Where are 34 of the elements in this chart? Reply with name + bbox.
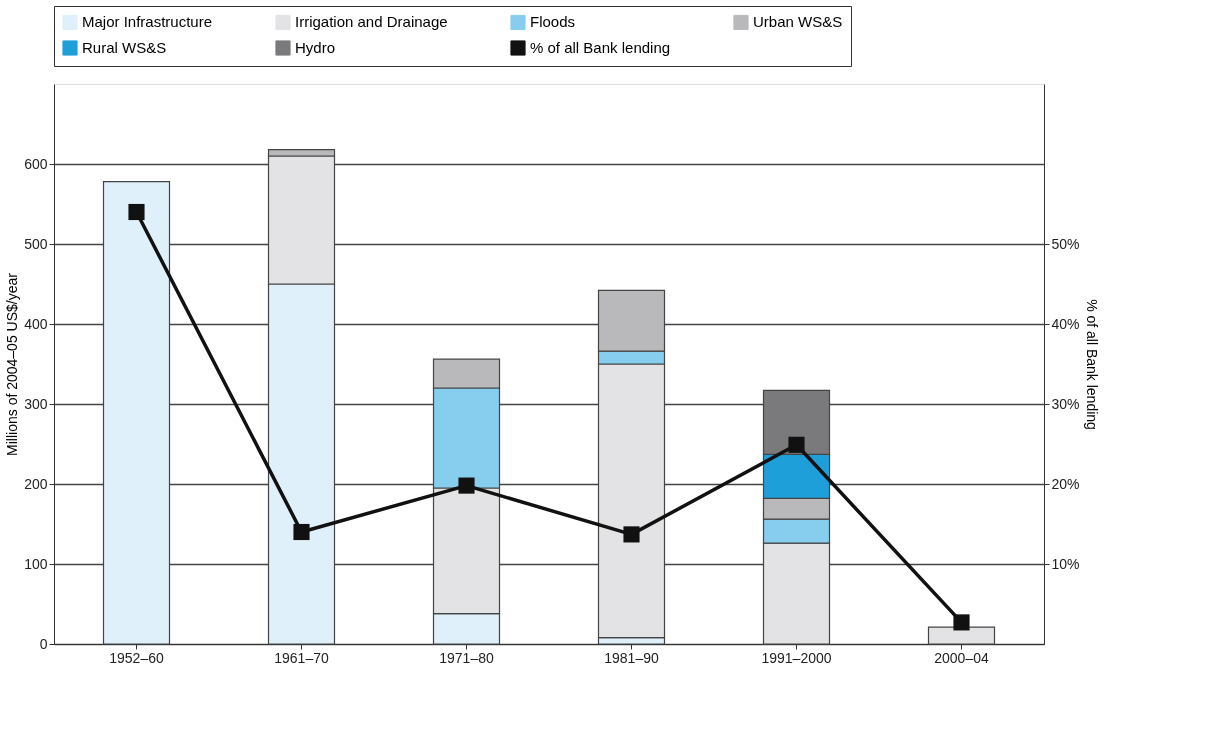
- x-tick-label: 1971–80: [439, 649, 494, 666]
- y2-tick-label: 30%: [1051, 395, 1080, 412]
- y-tick-label: 0: [39, 635, 48, 652]
- y-axis-title: Millions of 2004–05 US$/year: [4, 272, 21, 456]
- point: [128, 203, 145, 221]
- legend-label: Rural WS&S: [82, 39, 167, 56]
- y-tick-label: 400: [24, 315, 48, 332]
- point: [293, 523, 310, 541]
- legend-label: Hydro: [295, 39, 336, 56]
- x-tick-label: 1961–70: [274, 649, 329, 666]
- point: [623, 526, 640, 543]
- x-tick-label: 2000–04: [934, 649, 989, 666]
- y-tick-label: 600: [24, 155, 48, 172]
- point: [953, 614, 970, 631]
- legend-label: Major Infrastructure: [82, 13, 213, 31]
- point: [788, 436, 805, 453]
- y-tick-label: 500: [24, 235, 48, 252]
- bar: [927, 626, 996, 645]
- x-tick-label: 1952–60: [109, 649, 164, 666]
- y2-tick-label: 10%: [1051, 555, 1080, 572]
- legend-label: Irrigation and Drainage: [295, 13, 448, 31]
- y2-axis-title: % of all Bank lending: [1083, 299, 1100, 430]
- y-tick-label: 100: [24, 555, 48, 572]
- y2-tick-label: 50%: [1051, 235, 1080, 252]
- x-tick-label: 1981–90: [604, 649, 659, 666]
- point: [458, 477, 475, 494]
- x-tick-label: 1991–2000: [761, 649, 832, 666]
- legend-label: Floods: [530, 13, 576, 31]
- y2-tick-label: 40%: [1051, 315, 1080, 332]
- y-tick-label: 300: [24, 395, 48, 412]
- y2-tick-label: 20%: [1051, 475, 1080, 492]
- legend-label: Urban WS&S: [753, 13, 843, 31]
- y-tick-label: 200: [24, 475, 48, 492]
- legend-label: % of all Bank lending: [530, 39, 671, 56]
